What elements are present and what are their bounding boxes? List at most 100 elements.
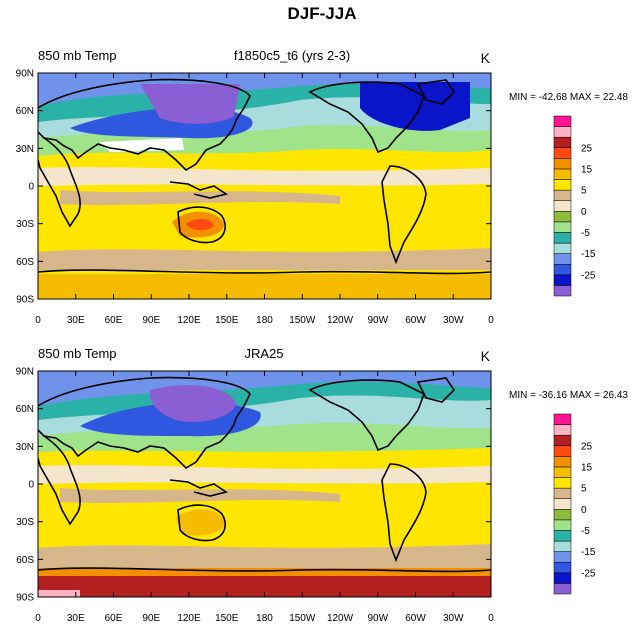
field-south-tan	[60, 488, 340, 503]
lat-tick-label: 30S	[16, 219, 34, 230]
colorbar-swatch	[553, 509, 572, 521]
coastline-australia	[177, 206, 226, 244]
colorbar-swatch	[553, 477, 572, 489]
colorbar-label: -25	[581, 568, 596, 579]
panel-stats: MIN = -42.68 MAX = 22.48	[509, 92, 628, 103]
lon-tick-label: 30E	[67, 613, 85, 624]
lon-tick-label: 150E	[215, 315, 239, 326]
lon-tick-label: 60E	[105, 315, 123, 326]
colorbar-label: -15	[581, 547, 596, 558]
panel-left-label: 850 mb Temp	[38, 48, 117, 63]
lon-tick-label: 180	[256, 315, 273, 326]
colorbar-label: 0	[581, 207, 587, 218]
field-equator-band	[38, 465, 491, 484]
lon-tick-label: 60W	[405, 613, 426, 624]
colorbar-label: -5	[581, 228, 590, 239]
coastline-south-america	[381, 463, 427, 563]
coastline-indonesia	[169, 479, 228, 497]
coastline-eurasia	[38, 78, 251, 172]
field-tibet-white	[100, 138, 184, 152]
panel-stats: MIN = -36.16 MAX = 26.43	[509, 390, 628, 401]
lat-tick-label: 30N	[16, 442, 34, 453]
coastlines	[38, 376, 491, 573]
lon-tick-label: 120E	[177, 613, 201, 624]
coastline-australia	[177, 504, 226, 542]
field-lightblue-band	[38, 73, 491, 106]
colorbar-label: 5	[581, 484, 587, 495]
colorbar-swatch	[553, 232, 572, 244]
coastline-indonesia	[169, 181, 228, 199]
lon-tick-label: 120E	[177, 315, 201, 326]
coastline-south-america	[381, 165, 427, 265]
field-equator-band	[38, 167, 491, 186]
lon-tick-label: 180	[256, 613, 273, 624]
lon-tick-label: 150W	[289, 315, 316, 326]
colorbar-swatch	[553, 456, 572, 468]
lat-tick-label: 90S	[16, 295, 34, 306]
coastline-greenland	[416, 377, 456, 403]
lon-tick-label: 60E	[105, 613, 123, 624]
panel-left-label: 850 mb Temp	[38, 346, 117, 361]
lon-tick-label: 60W	[405, 315, 426, 326]
map-field	[38, 73, 491, 299]
panel-center-label: f1850c5_t6 (yrs 2-3)	[234, 48, 350, 63]
lon-tick-label: 90W	[367, 315, 388, 326]
colorbar-swatch	[553, 519, 572, 531]
lon-tick-label: 0	[488, 315, 494, 326]
colorbar-swatch	[553, 540, 572, 552]
lon-tick-label: 120W	[327, 315, 354, 326]
colorbar-swatch	[553, 158, 572, 170]
field-siberia-purple	[149, 385, 236, 423]
colorbar-swatch	[553, 211, 572, 223]
lon-tick-label: 120W	[327, 613, 354, 624]
colorbar-swatch	[553, 413, 572, 425]
colorbar-label: 25	[581, 441, 593, 452]
lon-tick-label: 90E	[142, 613, 160, 624]
colorbar-swatch	[553, 221, 572, 233]
colorbar-swatch	[553, 200, 572, 212]
lon-tick-label: 30W	[443, 315, 464, 326]
colorbar: -25 -15 -5 0 5 15 25	[553, 413, 596, 595]
panel-units: K	[481, 348, 491, 364]
panel-units: K	[481, 50, 491, 66]
colorbar-swatch	[553, 274, 572, 286]
colorbar-label: -15	[581, 249, 596, 260]
colorbar-swatch	[553, 551, 572, 563]
colorbar-swatch	[553, 179, 572, 191]
colorbar-swatch	[553, 572, 572, 584]
colorbar-swatch	[553, 487, 572, 499]
field-antarctica-darkred	[38, 576, 491, 597]
colorbar: -25 -15 -5 0 5 15 25	[553, 115, 596, 297]
colorbar-swatch	[553, 434, 572, 447]
colorbar-swatch	[553, 561, 572, 574]
coastline-eurasia	[38, 376, 251, 470]
colorbar-swatch	[553, 498, 572, 510]
lon-tick-label: 30W	[443, 613, 464, 624]
field-siberia-purple	[140, 84, 240, 124]
coastlines	[38, 78, 491, 275]
coastline-africa	[38, 137, 81, 228]
field-australia-red	[186, 218, 214, 231]
lon-tick-label: 150E	[215, 613, 239, 624]
field-southern-ocean-tan	[38, 248, 491, 270]
lon-tick-label: 0	[35, 315, 41, 326]
colorbar-swatch	[553, 583, 572, 595]
lat-tick-label: 30S	[16, 517, 34, 528]
colorbar-label: -25	[581, 270, 596, 281]
colorbar-label: -5	[581, 526, 590, 537]
field-america-darkblue	[360, 82, 470, 131]
colorbar-swatch	[553, 115, 572, 127]
lat-tick-label: 60S	[16, 257, 34, 268]
lat-tick-label: 60S	[16, 555, 34, 566]
coastline-greenland	[416, 79, 456, 105]
field-south-tan	[60, 190, 340, 205]
lat-tick-label: 0	[28, 182, 34, 193]
panel-reanalysis: 850 mb Temp JRA25 K MIN = -36.16 MAX = 2…	[16, 346, 629, 624]
field-antarctica-pink	[38, 590, 80, 597]
lat-tick-label: 90N	[16, 367, 34, 378]
colorbar-swatch	[553, 168, 572, 180]
colorbar-swatch	[553, 136, 572, 149]
panel-center-label: JRA25	[244, 346, 283, 361]
